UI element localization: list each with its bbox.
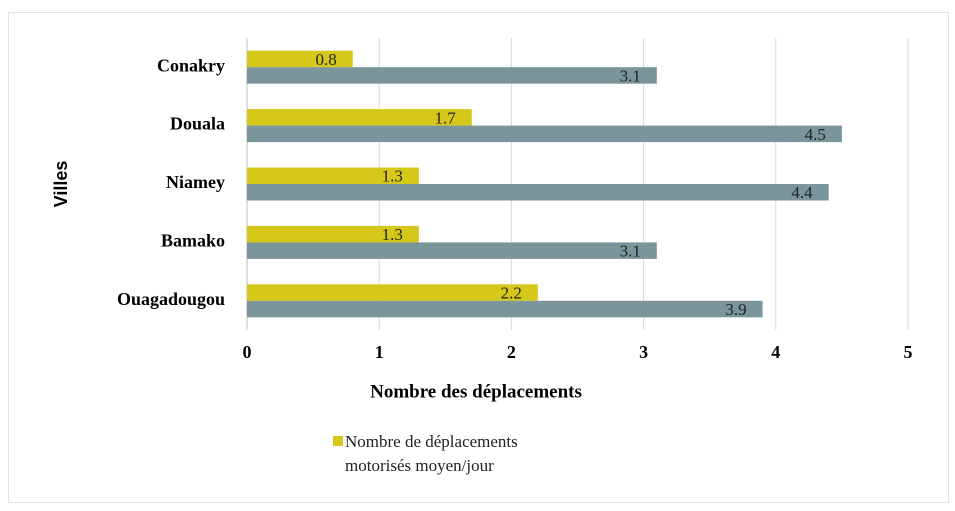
legend-swatch: [333, 436, 343, 446]
bar: [247, 225, 419, 243]
data-label: 1.3: [382, 225, 403, 244]
data-label: 1.3: [382, 167, 403, 186]
data-label: 1.7: [434, 108, 456, 127]
bar: [247, 67, 657, 84]
y-tick-label: Bamako: [161, 231, 225, 251]
bar: [247, 300, 763, 318]
bar: [247, 109, 472, 126]
x-tick-label: 4: [771, 342, 780, 362]
data-label: 4.4: [791, 183, 813, 202]
data-label: 3.1: [620, 242, 641, 261]
data-label: 2.2: [501, 283, 522, 302]
bar: [247, 284, 538, 301]
data-label: 4.5: [805, 125, 826, 144]
legend-label: Nombre de déplacements motorisés moyen/j…: [345, 432, 518, 475]
chart-border: [8, 12, 949, 503]
y-tick-label: Douala: [170, 114, 225, 134]
x-tick-label: 3: [639, 342, 648, 362]
y-axis-title: Villes: [51, 161, 71, 208]
x-tick-label: 0: [243, 342, 252, 362]
bar: [247, 125, 842, 143]
x-tick-label: 5: [904, 342, 913, 362]
y-tick-label: Ouagadougou: [117, 289, 225, 309]
bar: [247, 167, 419, 184]
y-tick-label: Conakry: [157, 55, 225, 75]
data-label: 3.9: [725, 300, 746, 319]
data-label: 3.1: [620, 66, 641, 85]
bar: [247, 184, 829, 201]
bar: [247, 50, 353, 68]
bar: [247, 242, 657, 259]
y-tick-label: Niamey: [166, 172, 225, 192]
x-tick-label: 1: [375, 342, 384, 362]
x-tick-label: 2: [507, 342, 516, 362]
data-label: 0.8: [316, 50, 337, 69]
x-axis-title: Nombre des déplacements: [370, 381, 582, 402]
